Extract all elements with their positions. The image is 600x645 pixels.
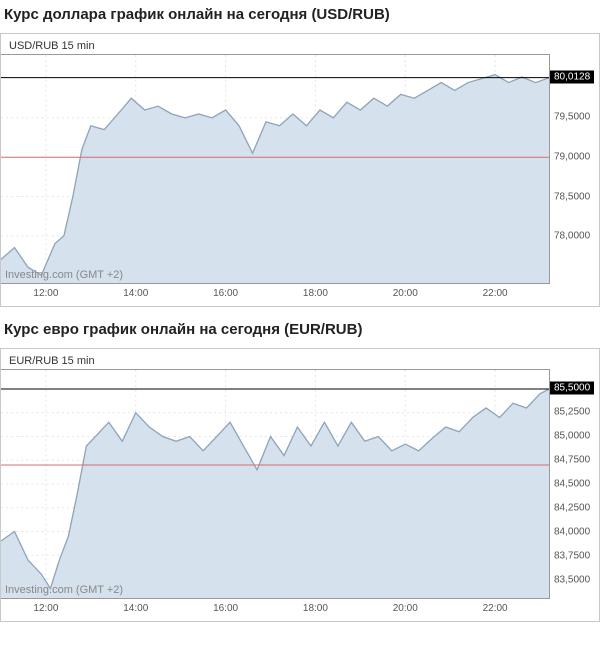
chart-inner: Investing.com (GMT +2) 83,5000 83,7500 84,0…	[1, 369, 599, 599]
x-tick-label: 22:00	[483, 288, 508, 299]
x-tick-label: 12:00	[33, 288, 58, 299]
x-tick-label: 20:00	[393, 288, 418, 299]
y-tick-label: 79,5000	[554, 112, 590, 123]
y-tick-label: 83,7500	[554, 550, 590, 561]
plot-area[interactable]: Investing.com (GMT +2)	[1, 54, 549, 284]
x-tick-label: 22:00	[483, 603, 508, 614]
y-tick-label: 83,5000	[554, 574, 590, 585]
x-tick-label: 14:00	[123, 603, 148, 614]
chart-svg	[1, 55, 549, 283]
eur-rub-section: Курс евро график онлайн на сегодня (EUR/…	[0, 315, 600, 622]
y-tick-label: 79,0000	[554, 152, 590, 163]
y-tick-label: 85,0000	[554, 431, 590, 442]
x-tick-label: 12:00	[33, 603, 58, 614]
pair-label: USD/RUB 15 min	[1, 34, 599, 54]
plot-area[interactable]: Investing.com (GMT +2)	[1, 369, 549, 599]
chart-title: Курс доллара график онлайн на сегодня (U…	[0, 0, 600, 33]
chart-box: USD/RUB 15 min Investing.com (GMT +2) 78,0…	[0, 33, 600, 307]
y-tick-label: 84,2500	[554, 502, 590, 513]
current-price-tag: 80,0128	[550, 70, 594, 83]
pair-label: EUR/RUB 15 min	[1, 349, 599, 369]
y-tick-label: 84,0000	[554, 526, 590, 537]
chart-svg	[1, 370, 549, 598]
chart-inner: Investing.com (GMT +2) 78,0000 78,5000 79,0…	[1, 54, 599, 284]
x-tick-label: 18:00	[303, 603, 328, 614]
current-price-tag: 85,5000	[550, 382, 594, 395]
y-tick-label: 78,5000	[554, 191, 590, 202]
area-fill	[1, 75, 549, 283]
area-fill	[1, 389, 549, 598]
y-tick-label: 78,0000	[554, 231, 590, 242]
y-tick-label: 85,2500	[554, 407, 590, 418]
watermark: Investing.com (GMT +2)	[5, 269, 123, 281]
y-axis: 83,5000 83,7500 84,0000 84,2500 84,5000 84,75…	[549, 369, 599, 599]
x-axis: 12:00 14:00 16:00 18:00 20:00 22:00	[1, 599, 549, 621]
x-tick-label: 14:00	[123, 288, 148, 299]
x-axis: 12:00 14:00 16:00 18:00 20:00 22:00	[1, 284, 549, 306]
x-tick-label: 16:00	[213, 603, 238, 614]
x-tick-label: 16:00	[213, 288, 238, 299]
usd-rub-section: Курс доллара график онлайн на сегодня (U…	[0, 0, 600, 307]
y-axis: 78,0000 78,5000 79,0000 79,5000 80,0128	[549, 54, 599, 284]
chart-title: Курс евро график онлайн на сегодня (EUR/…	[0, 315, 600, 348]
x-tick-label: 18:00	[303, 288, 328, 299]
y-tick-label: 84,7500	[554, 455, 590, 466]
x-tick-label: 20:00	[393, 603, 418, 614]
chart-box: EUR/RUB 15 min Investing.com (GMT +2) 83,5…	[0, 348, 600, 622]
watermark: Investing.com (GMT +2)	[5, 584, 123, 596]
y-tick-label: 84,5000	[554, 479, 590, 490]
